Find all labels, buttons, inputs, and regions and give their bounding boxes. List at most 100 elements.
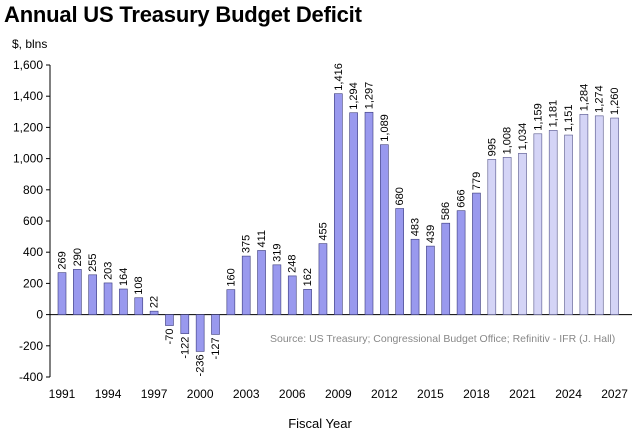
data-label-2009: 1,416 [333,63,345,91]
data-label-2015: 439 [425,225,437,243]
x-tick-label: 2009 [325,387,352,401]
y-tick-label: 800 [23,183,43,197]
y-tick-label: -200 [19,339,43,353]
bar-2004 [257,250,266,315]
bar-2019 [487,159,497,315]
bar-2009 [333,93,343,315]
data-label-2021: 1,034 [517,123,529,151]
x-axis-title: Fiscal Year [288,416,352,431]
data-labels-group: 269 290 255 203 164 108 22 -70-122 -236-127 160 37… [57,63,622,376]
bar-1997 [149,310,159,315]
data-label-1998: -70 [164,329,176,345]
y-tick-label: 0 [36,308,43,322]
bar-2006 [287,275,297,315]
x-tick-label: 2000 [187,387,214,401]
bar-2027 [610,117,619,315]
data-label-2016: 586 [440,202,452,220]
data-label-2012: 1,089 [379,114,391,142]
x-tick-label: 2027 [601,387,628,401]
bar-2013 [395,208,405,315]
data-label-2018: 779 [471,172,483,190]
data-label-2000: -236 [195,354,207,376]
bar-1998 [165,314,174,326]
bar-2018 [472,192,481,315]
data-label-2001: -127 [210,337,222,359]
data-label-2014: 483 [410,218,422,236]
data-label-1999: -122 [179,337,191,359]
y-tick-label: -400 [19,370,43,384]
bar-1993 [88,274,97,315]
bar-1996 [134,297,144,315]
data-label-1997: 22 [149,296,161,308]
bar-2020 [502,157,512,315]
bar-1999 [180,314,190,334]
data-label-2025: 1,284 [578,84,590,112]
data-label-2007: 162 [302,268,314,286]
bar-2014 [410,238,420,315]
x-tick-label: 2018 [463,387,490,401]
source-note: Source: US Treasury; Congressional Budge… [270,333,616,345]
bar-2005 [272,264,282,315]
y-axis-unit-label: $, blns [12,37,48,51]
data-label-1996: 108 [133,276,145,294]
data-label-2008: 455 [317,222,329,240]
x-tick-label: 2012 [371,387,398,401]
bar-2024 [564,134,573,315]
data-label-1992: 290 [72,248,84,266]
bar-2007 [303,289,312,315]
x-tick-label: 2021 [509,387,536,401]
data-label-2019: 995 [486,138,498,156]
y-tick-label: 1,400 [13,89,43,103]
x-tick-label: 2003 [233,387,260,401]
bar-2012 [380,144,389,315]
data-label-2011: 1,297 [364,82,376,110]
bar-2015 [426,245,435,315]
data-label-2003: 375 [241,235,253,253]
data-label-2010: 1,294 [348,82,360,110]
bar-2000 [195,314,205,352]
data-label-2023: 1,181 [548,100,560,128]
bar-2003 [241,255,251,315]
data-label-1994: 203 [103,262,115,280]
bar-2001 [211,314,220,335]
y-tick-label: 1,000 [13,152,43,166]
bar-2022 [533,133,543,315]
x-tick-label: 1991 [49,387,76,401]
x-tick-label: 2015 [417,387,444,401]
bar-1991 [57,272,67,315]
y-tick-label: 400 [23,245,43,259]
bar-2016 [441,222,451,315]
bar-2021 [518,152,527,315]
data-label-1995: 164 [118,268,130,286]
data-label-2004: 411 [256,230,268,248]
data-label-2005: 319 [271,243,283,261]
bar-1995 [119,288,128,315]
x-tick-label: 2024 [555,387,582,401]
bar-2010 [349,112,358,315]
chart-title: Annual US Treasury Budget Deficit [4,2,362,27]
data-label-2022: 1,159 [532,103,544,131]
data-label-2006: 248 [287,255,299,273]
bar-2025 [579,113,589,315]
data-label-2024: 1,151 [563,105,575,133]
bar-2026 [594,115,604,315]
axes-group: -400 -200 0 200 400 600 800 1,000 1,200 1,400 1,60… [13,58,632,401]
bars-group [57,93,619,352]
bar-1994 [103,282,113,315]
data-label-1993: 255 [87,253,99,271]
y-tick-label: 200 [23,276,43,290]
x-tick-label: 2006 [279,387,306,401]
data-label-2002: 160 [225,268,237,286]
data-label-2026: 1,274 [594,85,606,113]
bar-2011 [364,111,374,315]
data-label-2020: 1,008 [502,127,514,155]
bar-2023 [548,130,558,315]
y-tick-label: 1,200 [13,120,43,134]
bar-2002 [226,289,236,315]
data-label-2013: 680 [394,187,406,205]
bar-2017 [456,210,466,315]
y-tick-label: 600 [23,214,43,228]
bar-1992 [73,269,82,315]
bar-2008 [318,243,328,315]
